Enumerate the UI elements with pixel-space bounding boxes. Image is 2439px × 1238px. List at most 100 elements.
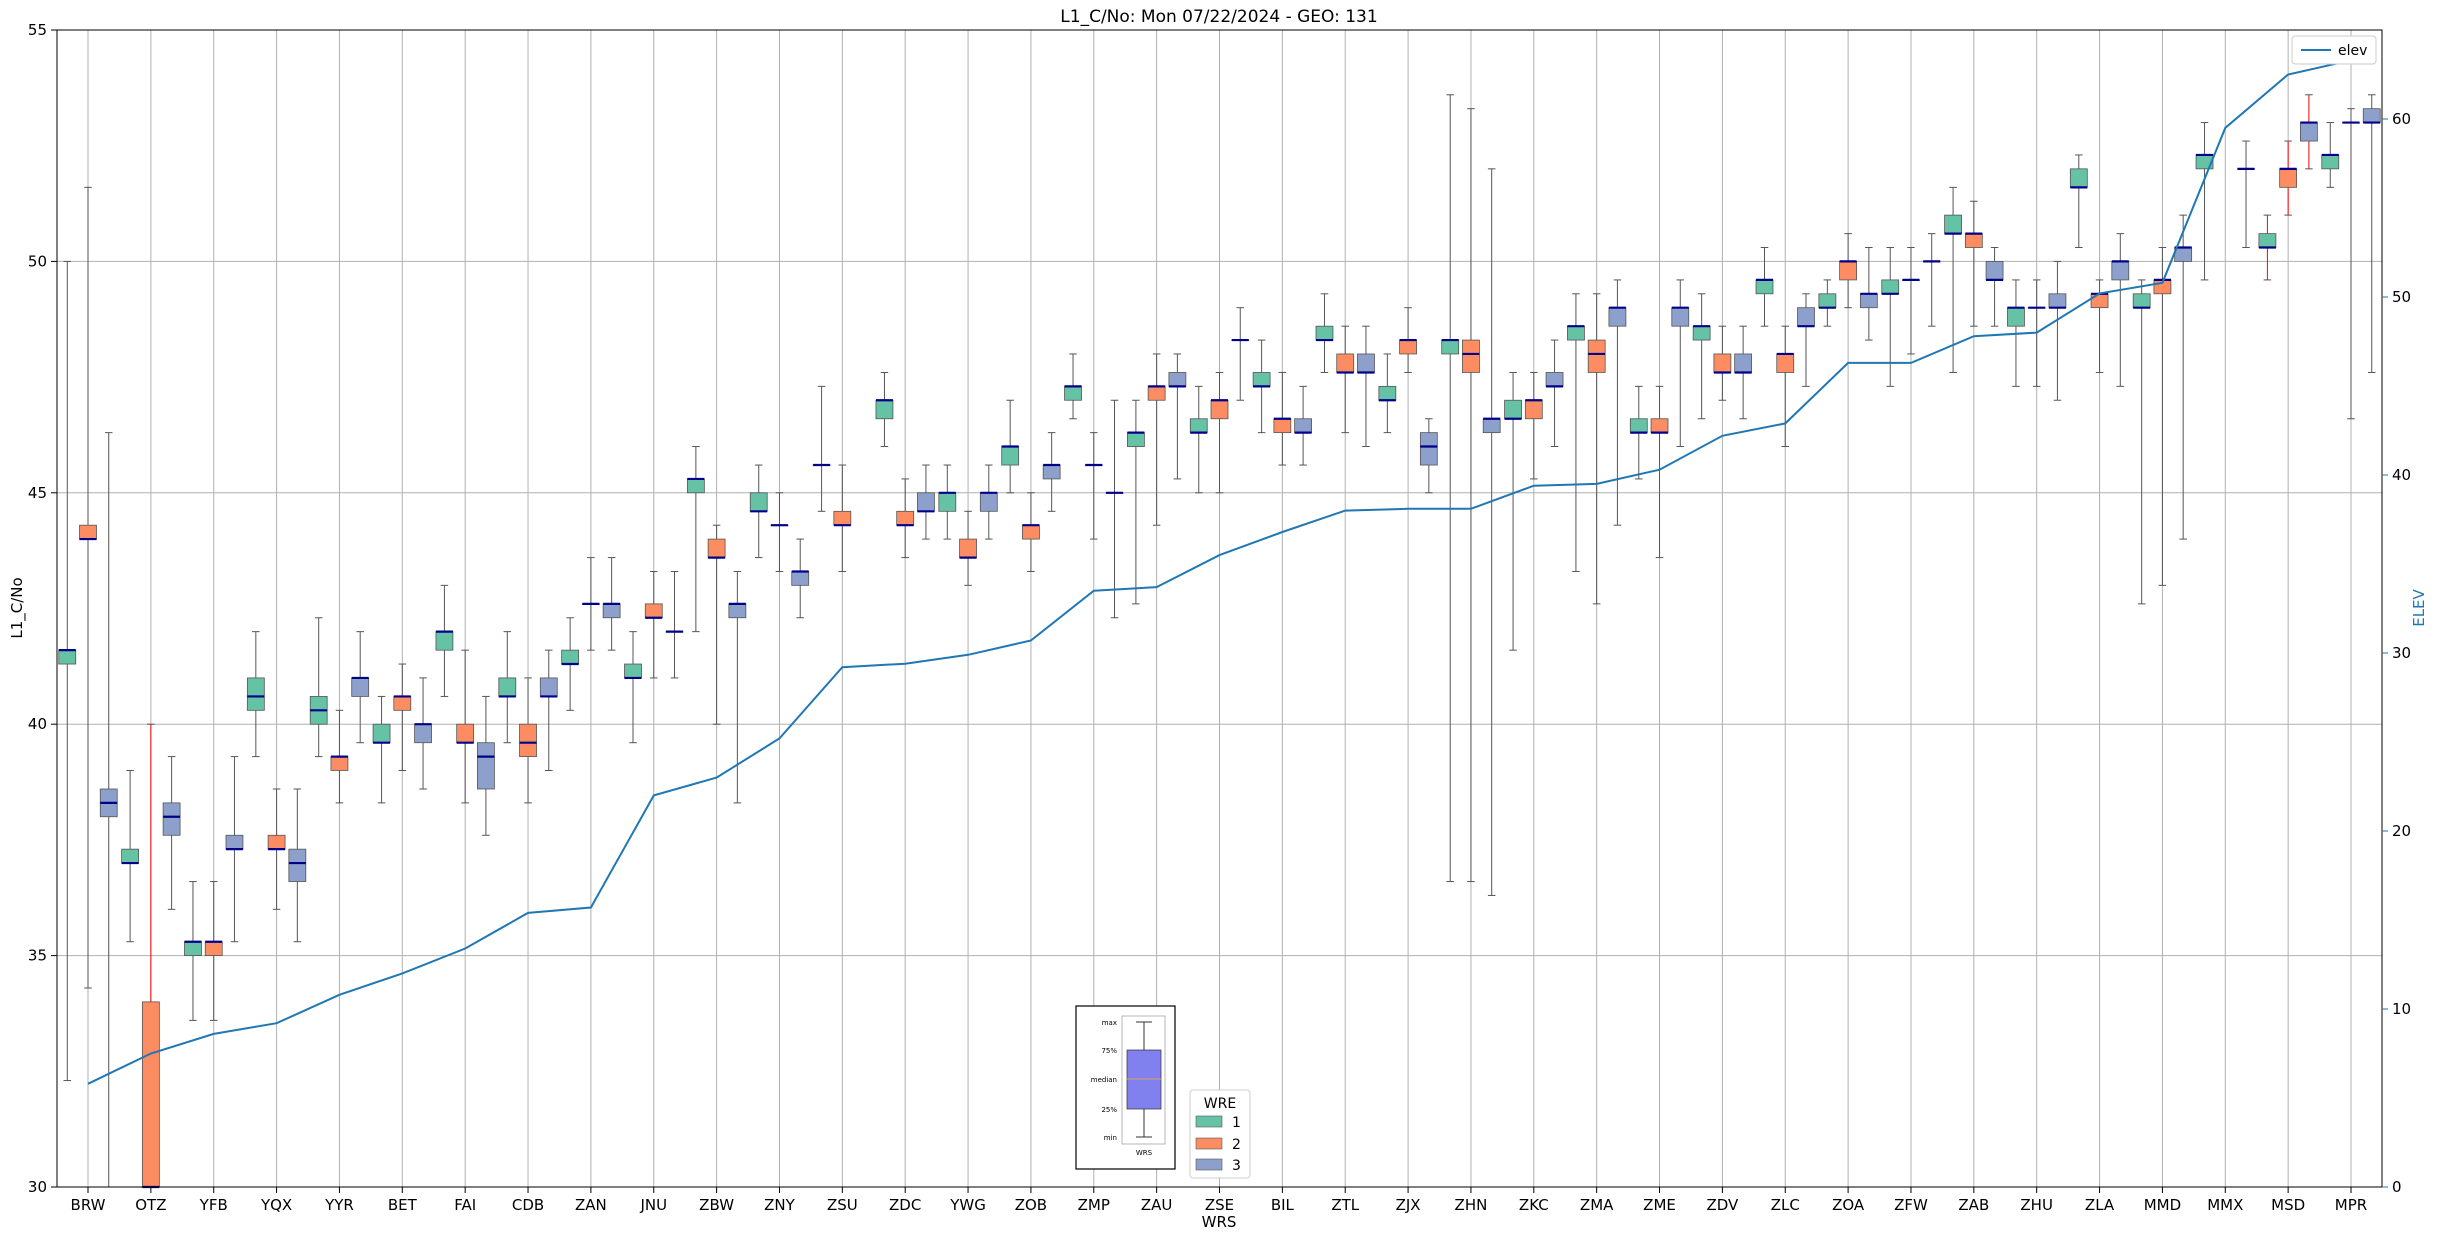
box-ztl-wre3-iqr: [1357, 353, 1375, 373]
inset-label-min: min: [1104, 1134, 1117, 1142]
box-zob-wre2-iqr: [1022, 524, 1040, 540]
x-tick-label-ywg: YWG: [949, 1196, 986, 1214]
box-zdc-wre1-iqr: [875, 399, 894, 420]
box-zsu-wre2-iqr: [833, 510, 852, 526]
x-tick-label-yfb: YFB: [199, 1196, 228, 1214]
legend-elev: elev: [2291, 35, 2377, 65]
y-tick-label-50: 50: [28, 252, 47, 270]
x-tick-label-cdb: CDB: [512, 1196, 544, 1214]
y2-tick-label-10: 10: [2392, 1000, 2411, 1018]
box-yfb-wre2-iqr: [204, 941, 223, 957]
y-tick-label-45: 45: [28, 484, 47, 502]
box-mpr-wre1-iqr: [2321, 154, 2340, 170]
x-tick-label-zsu: ZSU: [827, 1196, 858, 1214]
box-zjx-wre1-iqr: [1378, 385, 1397, 401]
box-zlc-wre3-iqr: [1797, 307, 1815, 327]
y2-tick-label-0: 0: [2392, 1178, 2402, 1196]
x-tick-label-zob: ZOB: [1015, 1196, 1047, 1214]
x-tick-label-zla: ZLA: [2085, 1196, 2115, 1214]
x-tick-label-zmp: ZMP: [1078, 1196, 1110, 1214]
x-tick-label-mmx: MMX: [2207, 1196, 2243, 1214]
x-tick-label-brw: BRW: [71, 1196, 106, 1214]
x-tick-label-bil: BIL: [1271, 1196, 1295, 1214]
x-tick-label-jnu: JNU: [639, 1196, 667, 1214]
x-tick-label-yyr: YYR: [324, 1196, 354, 1214]
x-tick-label-zkc: ZKC: [1519, 1196, 1549, 1214]
box-msd-wre1-iqr: [2258, 233, 2277, 248]
y-tick-label-40: 40: [28, 715, 47, 733]
box-zny-wre3-iqr: [791, 571, 810, 586]
box-zse-wre2-iqr: [1210, 399, 1229, 420]
box-zdv-wre2-iqr: [1713, 353, 1732, 373]
box-zau-wre2-iqr: [1147, 385, 1166, 401]
box-zny-wre1-iqr: [749, 492, 768, 512]
box-zan-wre3-iqr: [602, 603, 621, 619]
box-zhn-wre2-iqr: [1462, 339, 1480, 373]
box-ztl-wre2-iqr: [1336, 353, 1355, 373]
box-zjx-wre3-iqr: [1419, 432, 1438, 466]
box-cdb-wre1-iqr: [498, 677, 517, 697]
box-yfb-wre1-iqr: [184, 941, 202, 957]
box-cdb-wre2-iqr: [519, 723, 537, 757]
legend-wre-2: 2: [1232, 1137, 1241, 1153]
box-mmd-wre1-iqr: [2132, 293, 2151, 309]
legend-wre-3: 3: [1232, 1158, 1241, 1174]
y2-tick-label-60: 60: [2392, 110, 2411, 128]
inset-label-75: 75%: [1101, 1047, 1117, 1055]
box-zme-wre2-iqr: [1650, 418, 1669, 434]
box-zme-wre1-iqr: [1629, 418, 1648, 434]
box-zse-wre1-iqr: [1189, 418, 1208, 434]
box-ztl-wre1-iqr: [1315, 325, 1334, 341]
x-tick-label-otz: OTZ: [135, 1196, 166, 1214]
box-zdv-wre1-iqr: [1692, 325, 1711, 341]
x-tick-label-fai: FAI: [454, 1196, 476, 1214]
box-jnu-wre1-iqr: [624, 663, 642, 679]
box-zma-wre3-iqr: [1608, 307, 1627, 327]
x-tick-label-yqx: YQX: [260, 1196, 292, 1214]
box-zoa-wre2-iqr: [1839, 260, 1857, 281]
x-tick-label-mpr: MPR: [2335, 1196, 2367, 1214]
boxplot-key-inset: max 75% median 25% min WRS: [1075, 1005, 1176, 1170]
box-yqx-wre2-iqr: [267, 834, 286, 850]
y2-tick-label-20: 20: [2392, 822, 2411, 840]
box-zdc-wre2-iqr: [896, 510, 915, 526]
y-tick-label-30: 30: [28, 1178, 47, 1196]
box-zkc-wre3-iqr: [1545, 372, 1564, 387]
x-tick-label-zbw: ZBW: [699, 1196, 734, 1214]
box-yyr-wre2-iqr: [330, 756, 349, 771]
inset-label-max: max: [1102, 1019, 1117, 1027]
box-ywg-wre2-iqr: [959, 538, 977, 558]
box-zhu-wre3-iqr: [2048, 293, 2067, 309]
box-mpr-wre3-iqr: [2362, 108, 2381, 123]
box-zjx-wre2-iqr: [1399, 339, 1417, 355]
x-tick-label-zjx: ZJX: [1396, 1196, 1421, 1214]
axis-ticks: BRW OTZ YFB YQX YYR BET FAI CDB ZAN JNU ZBW ZNY ZSU Z…: [28, 21, 2411, 1214]
x-tick-label-zdv: ZDV: [1706, 1196, 1739, 1214]
elevation-line: [87, 59, 2352, 1085]
x-tick-label-zhu: ZHU: [2020, 1196, 2053, 1214]
x-tick-label-zoa: ZOA: [1832, 1196, 1865, 1214]
box-bet-wre2-iqr: [393, 696, 412, 711]
x-tick-label-ztl: ZTL: [1331, 1196, 1359, 1214]
inset-label-median: median: [1091, 1076, 1117, 1084]
box-zkc-wre2-iqr: [1524, 399, 1543, 420]
x-axis-label: WRS: [1202, 1213, 1237, 1231]
box-msd-wre3-iqr: [2299, 122, 2318, 142]
box-yqx-wre3-iqr: [288, 848, 307, 882]
box-zoa-wre3-iqr: [1859, 293, 1878, 309]
box-zoa-wre1-iqr: [1818, 293, 1837, 309]
box-otz-wre3-iqr: [162, 802, 181, 836]
box-brw-wre2-iqr: [79, 524, 97, 540]
inset-label-25: 25%: [1101, 1106, 1117, 1114]
box-zla-wre3-iqr: [2111, 260, 2130, 281]
legend-wre-title: WRE: [1204, 1096, 1236, 1112]
box-zfw-wre1-iqr: [1881, 279, 1900, 295]
box-jnu-wre2-iqr: [644, 603, 663, 619]
x-tick-label-zse: ZSE: [1205, 1196, 1234, 1214]
x-tick-label-zme: ZME: [1643, 1196, 1676, 1214]
box-zmp-wre1-iqr: [1064, 385, 1082, 401]
box-zbw-wre3-iqr: [728, 603, 747, 619]
box-zab-wre3-iqr: [1985, 260, 2004, 281]
x-tick-label-zlc: ZLC: [1771, 1196, 1800, 1214]
